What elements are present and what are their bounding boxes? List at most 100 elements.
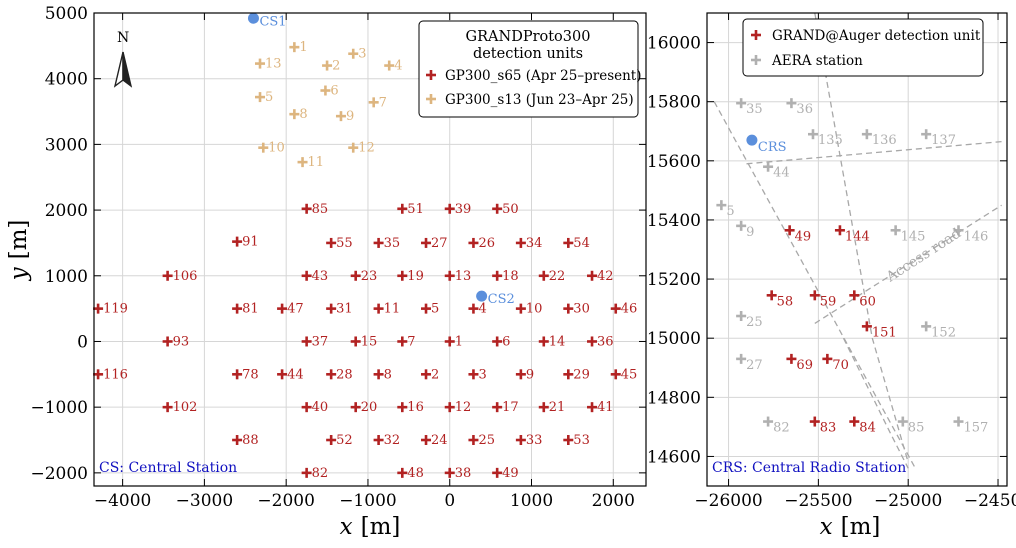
unit-label: 4 [478, 302, 486, 317]
left-panel: 1191161069310291817888474485433740825531… [6, 4, 647, 540]
unit-marker [444, 467, 455, 478]
unit-label: 91 [242, 235, 259, 250]
unit-marker [809, 416, 820, 427]
unit-label: 106 [173, 269, 198, 284]
legend-label: GP300_s13 (Jun 23–Apr 25) [445, 92, 634, 108]
unit-marker [763, 161, 774, 172]
unit-label: 34 [526, 236, 543, 251]
legend-title-line1: GRANDProto300 [466, 29, 591, 45]
unit-label: 35 [384, 236, 401, 251]
unit-marker [587, 336, 598, 347]
unit-label: 84 [859, 421, 876, 436]
unit-label: 157 [963, 421, 988, 436]
y-tick-label: 0 [77, 332, 88, 352]
unit-marker [368, 97, 379, 108]
right-grid [707, 13, 1007, 486]
unit-marker [373, 435, 384, 446]
unit-marker [350, 402, 361, 413]
unit-marker [563, 435, 574, 446]
unit-marker [809, 290, 820, 301]
x-tick-label: −3000 [176, 491, 234, 511]
unit-marker [348, 142, 359, 153]
unit-marker [397, 203, 408, 214]
unit-label: 82 [312, 466, 329, 481]
unit-marker [587, 402, 598, 413]
unit-label: 31 [336, 302, 353, 317]
unit-label: 93 [173, 334, 190, 349]
central-station-note: CS: Central Station [99, 460, 237, 476]
right-legend-box [742, 18, 984, 77]
unit-label: 144 [845, 229, 870, 244]
x-tick-label: −2000 [257, 491, 315, 511]
unit-marker [468, 303, 479, 314]
unit-marker [492, 467, 503, 478]
unit-label: 39 [455, 202, 472, 217]
unit-label: 37 [312, 334, 329, 349]
unit-marker [953, 225, 964, 236]
unit-label: 6 [330, 84, 338, 99]
unit-marker [538, 336, 549, 347]
unit-marker [953, 416, 964, 427]
central-radio-station-note: CRS: Central Radio Station [712, 460, 906, 476]
unit-marker [326, 435, 337, 446]
unit-label: 44 [773, 166, 790, 181]
unit-label: 88 [242, 433, 259, 448]
unit-label: 11 [308, 155, 325, 170]
unit-label: 24 [431, 433, 448, 448]
unit-label: 43 [312, 269, 329, 284]
unit-marker [93, 369, 104, 380]
unit-marker [921, 321, 932, 332]
unit-label: 151 [872, 325, 897, 340]
unit-marker [277, 303, 288, 314]
unit-label: 35 [746, 102, 763, 117]
unit-label: 136 [872, 133, 897, 148]
unit-label: 85 [908, 421, 925, 436]
unit-label: 52 [336, 433, 353, 448]
unit-label: 53 [573, 433, 590, 448]
x-tick-label: −4000 [94, 491, 152, 511]
unit-label: 5 [265, 90, 273, 105]
y-tick-label: 15800 [647, 93, 701, 113]
unit-marker [397, 270, 408, 281]
unit-marker [834, 225, 845, 236]
unit-marker [384, 60, 395, 71]
unit-label: 10 [268, 141, 285, 156]
unit-marker [492, 270, 503, 281]
unit-label: 16 [407, 400, 424, 415]
unit-label: 3 [478, 367, 486, 382]
unit-label: 83 [820, 421, 837, 436]
y-tick-label: −2000 [30, 464, 88, 484]
unit-label: 27 [431, 236, 448, 251]
unit-label: 12 [455, 400, 472, 415]
x-tick-label: −24500 [964, 491, 1016, 511]
unit-marker [326, 369, 337, 380]
unit-label: 50 [502, 202, 519, 217]
unit-label: 2 [332, 59, 340, 74]
unit-marker [610, 303, 621, 314]
road-line [814, 12, 909, 463]
unit-marker [301, 203, 312, 214]
unit-label: 44 [287, 367, 304, 382]
unit-label: 116 [103, 367, 128, 382]
unit-label: 13 [455, 269, 472, 284]
unit-marker [444, 270, 455, 281]
unit-marker [350, 336, 361, 347]
unit-marker [421, 435, 432, 446]
right-ticks: −26000 −25500 −25000 −24500 14600 14800 15000 1… [647, 13, 1016, 511]
unit-marker [736, 98, 747, 109]
unit-label: 145 [901, 229, 926, 244]
legend-label: GP300_s65 (Apr 25–present) [445, 68, 642, 84]
unit-marker [763, 416, 774, 427]
unit-label: 19 [407, 269, 424, 284]
legend-label: AERA station [771, 53, 863, 69]
unit-marker [326, 303, 337, 314]
unit-label: 33 [526, 433, 543, 448]
right-legend: GRAND@Auger detection unit AERA station [742, 18, 984, 77]
unit-label: 28 [336, 367, 353, 382]
unit-marker [587, 270, 598, 281]
x-tick-label: 2000 [592, 491, 635, 511]
y-tick-label: 15400 [647, 211, 701, 231]
left-y-axis-title: y[m] [6, 220, 32, 282]
